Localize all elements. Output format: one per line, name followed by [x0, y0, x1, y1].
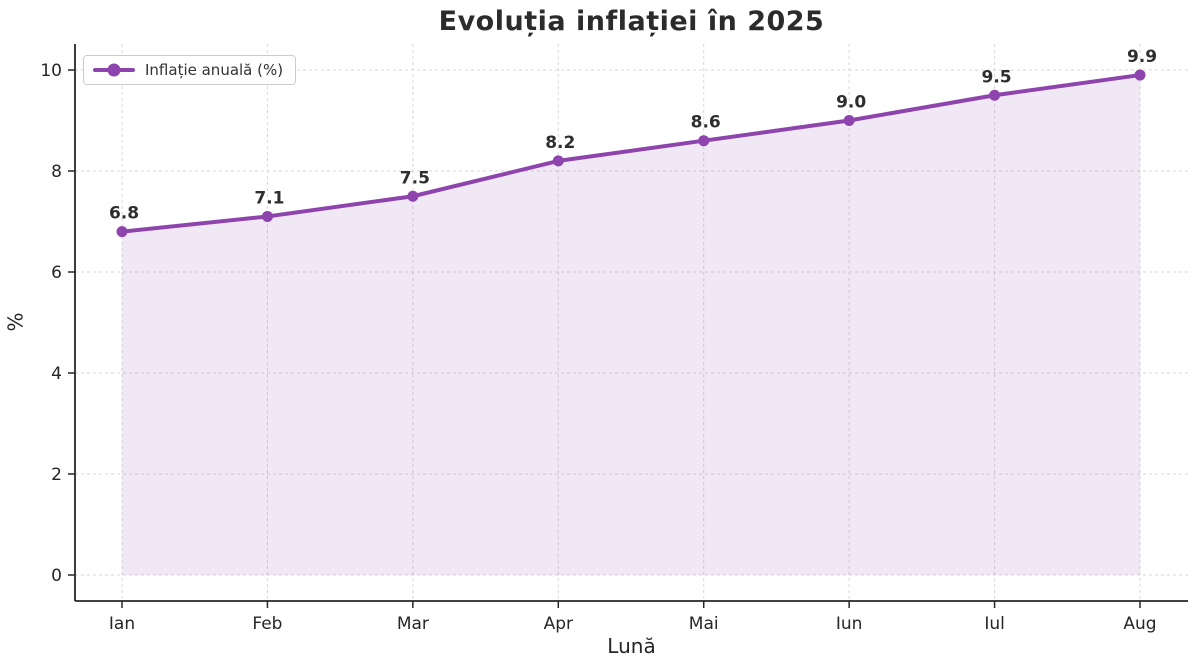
- x-tick-label: Iul: [984, 614, 1005, 634]
- data-point-label: 9.5: [982, 67, 1012, 87]
- data-point-label: 9.0: [836, 93, 866, 113]
- y-axis-label: %: [3, 312, 28, 332]
- area-fill: [122, 75, 1140, 576]
- x-tick-label: Feb: [252, 614, 282, 634]
- data-point-marker: [407, 190, 419, 202]
- data-point-marker: [261, 210, 273, 222]
- data-point-marker: [552, 155, 564, 167]
- data-point-label: 8.6: [691, 113, 721, 133]
- legend-line-marker-icon: [93, 63, 135, 77]
- y-tick-label: 0: [51, 566, 62, 586]
- legend-label: Inflație anuală (%): [145, 61, 284, 79]
- x-tick-label: Ian: [109, 614, 135, 634]
- x-tick-label: Apr: [544, 614, 573, 634]
- data-point-label: 9.9: [1127, 47, 1157, 67]
- data-point-marker: [116, 226, 128, 238]
- y-tick-label: 2: [51, 465, 62, 485]
- x-tick-label: Aug: [1123, 614, 1156, 634]
- legend[interactable]: Inflație anuală (%): [83, 55, 297, 85]
- x-axis-label: Lună: [607, 634, 656, 658]
- legend-dot-icon: [107, 63, 121, 77]
- chart-title: Evoluția inflației în 2025: [438, 6, 825, 37]
- data-point-marker: [843, 115, 855, 126]
- data-point-label: 8.2: [545, 133, 575, 153]
- data-point-marker: [989, 89, 1001, 101]
- y-tick-label: 4: [51, 364, 62, 384]
- x-tick-label: Iun: [836, 614, 863, 634]
- series-line: [120, 73, 1142, 234]
- data-point-label: 6.8: [109, 204, 139, 224]
- data-point-marker: [698, 135, 710, 147]
- y-tick-label: 6: [51, 263, 62, 283]
- x-tick-label: Mar: [397, 614, 429, 634]
- y-tick-label: 10: [40, 61, 62, 81]
- data-point-label: 7.5: [400, 168, 430, 188]
- y-tick-label: 8: [51, 162, 62, 182]
- data-point-label: 7.1: [254, 188, 284, 208]
- data-point-marker: [1134, 69, 1146, 81]
- x-tick-label: Mai: [689, 614, 719, 634]
